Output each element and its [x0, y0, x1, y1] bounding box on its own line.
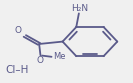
Text: Me: Me: [53, 52, 65, 61]
Text: Cl–H: Cl–H: [5, 65, 29, 75]
Text: O: O: [37, 56, 44, 65]
Text: H₂N: H₂N: [72, 4, 89, 13]
Text: O: O: [15, 26, 22, 35]
